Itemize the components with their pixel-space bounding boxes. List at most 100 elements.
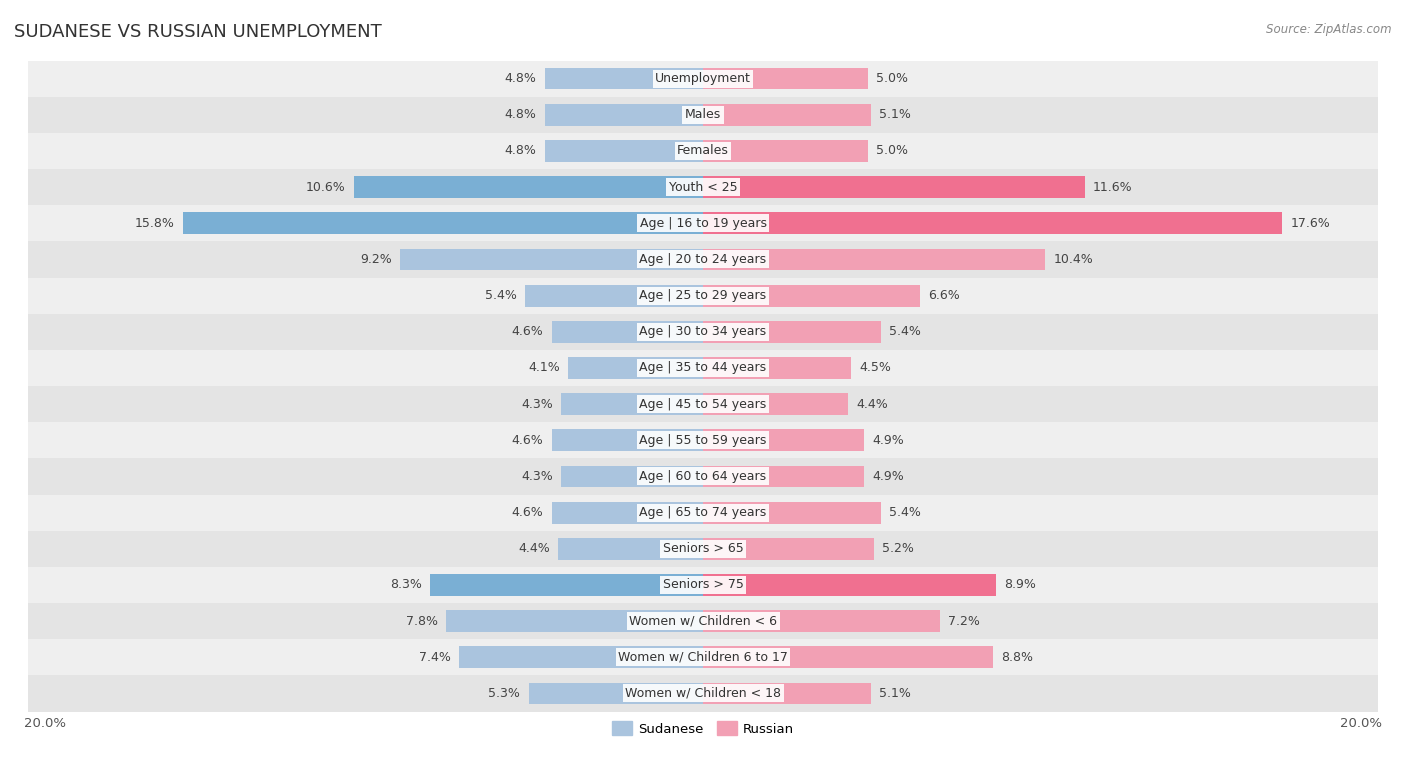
- Bar: [430, 574, 703, 596]
- Bar: [28, 386, 1378, 422]
- Bar: [183, 213, 703, 234]
- Bar: [529, 683, 703, 704]
- Bar: [546, 104, 703, 126]
- Text: Age | 25 to 29 years: Age | 25 to 29 years: [640, 289, 766, 302]
- Text: Source: ZipAtlas.com: Source: ZipAtlas.com: [1267, 23, 1392, 36]
- Text: 5.4%: 5.4%: [485, 289, 517, 302]
- Bar: [703, 466, 865, 488]
- Text: 11.6%: 11.6%: [1092, 181, 1133, 194]
- Bar: [703, 394, 848, 415]
- Bar: [546, 140, 703, 162]
- Bar: [703, 683, 870, 704]
- Text: 4.8%: 4.8%: [505, 72, 537, 85]
- Text: 8.3%: 8.3%: [389, 578, 422, 591]
- Text: 6.6%: 6.6%: [928, 289, 960, 302]
- Bar: [703, 429, 865, 451]
- Bar: [28, 531, 1378, 567]
- Text: Women w/ Children < 18: Women w/ Children < 18: [626, 687, 780, 700]
- Bar: [703, 502, 880, 524]
- Bar: [28, 97, 1378, 133]
- Bar: [28, 459, 1378, 494]
- Text: 4.4%: 4.4%: [856, 397, 887, 410]
- Text: 9.2%: 9.2%: [360, 253, 392, 266]
- Bar: [703, 176, 1085, 198]
- Text: 4.4%: 4.4%: [519, 542, 550, 556]
- Bar: [28, 61, 1378, 97]
- Text: 5.4%: 5.4%: [889, 506, 921, 519]
- Text: Males: Males: [685, 108, 721, 121]
- Text: Age | 55 to 59 years: Age | 55 to 59 years: [640, 434, 766, 447]
- Text: Seniors > 75: Seniors > 75: [662, 578, 744, 591]
- Text: 17.6%: 17.6%: [1291, 217, 1330, 230]
- Bar: [561, 394, 703, 415]
- Bar: [354, 176, 703, 198]
- Bar: [703, 140, 868, 162]
- Text: 7.8%: 7.8%: [406, 615, 439, 628]
- Bar: [703, 574, 995, 596]
- Text: 4.8%: 4.8%: [505, 145, 537, 157]
- Text: Unemployment: Unemployment: [655, 72, 751, 85]
- Text: 5.1%: 5.1%: [879, 687, 911, 700]
- Bar: [551, 321, 703, 343]
- Bar: [460, 646, 703, 668]
- Bar: [28, 675, 1378, 712]
- Text: 4.6%: 4.6%: [512, 506, 543, 519]
- Text: 4.6%: 4.6%: [512, 326, 543, 338]
- Legend: Sudanese, Russian: Sudanese, Russian: [606, 716, 800, 741]
- Text: Age | 16 to 19 years: Age | 16 to 19 years: [640, 217, 766, 230]
- Bar: [703, 357, 851, 378]
- Text: 4.9%: 4.9%: [873, 434, 904, 447]
- Text: 4.9%: 4.9%: [873, 470, 904, 483]
- Bar: [561, 466, 703, 488]
- Bar: [28, 313, 1378, 350]
- Bar: [703, 538, 875, 559]
- Text: 15.8%: 15.8%: [135, 217, 174, 230]
- Bar: [703, 248, 1046, 270]
- Text: 5.0%: 5.0%: [876, 145, 908, 157]
- Text: Age | 20 to 24 years: Age | 20 to 24 years: [640, 253, 766, 266]
- Bar: [28, 278, 1378, 313]
- Text: 4.1%: 4.1%: [529, 362, 560, 375]
- Text: 4.3%: 4.3%: [522, 470, 553, 483]
- Text: 7.4%: 7.4%: [419, 651, 451, 664]
- Text: Youth < 25: Youth < 25: [669, 181, 737, 194]
- Bar: [28, 422, 1378, 459]
- Text: 10.4%: 10.4%: [1053, 253, 1094, 266]
- Bar: [703, 104, 870, 126]
- Text: Age | 65 to 74 years: Age | 65 to 74 years: [640, 506, 766, 519]
- Bar: [703, 285, 921, 307]
- Text: Women w/ Children 6 to 17: Women w/ Children 6 to 17: [619, 651, 787, 664]
- Text: 5.1%: 5.1%: [879, 108, 911, 121]
- Text: Women w/ Children < 6: Women w/ Children < 6: [628, 615, 778, 628]
- Text: Age | 30 to 34 years: Age | 30 to 34 years: [640, 326, 766, 338]
- Bar: [28, 169, 1378, 205]
- Bar: [28, 350, 1378, 386]
- Text: 4.8%: 4.8%: [505, 108, 537, 121]
- Bar: [703, 213, 1282, 234]
- Bar: [28, 133, 1378, 169]
- Text: 7.2%: 7.2%: [948, 615, 980, 628]
- Text: Seniors > 65: Seniors > 65: [662, 542, 744, 556]
- Bar: [558, 538, 703, 559]
- Text: 4.3%: 4.3%: [522, 397, 553, 410]
- Bar: [28, 603, 1378, 639]
- Bar: [28, 205, 1378, 241]
- Bar: [703, 646, 993, 668]
- Bar: [546, 68, 703, 89]
- Text: 5.0%: 5.0%: [876, 72, 908, 85]
- Bar: [551, 502, 703, 524]
- Text: 5.2%: 5.2%: [883, 542, 914, 556]
- Text: 4.6%: 4.6%: [512, 434, 543, 447]
- Text: 8.9%: 8.9%: [1004, 578, 1036, 591]
- Text: Age | 45 to 54 years: Age | 45 to 54 years: [640, 397, 766, 410]
- Text: Females: Females: [678, 145, 728, 157]
- Text: Age | 35 to 44 years: Age | 35 to 44 years: [640, 362, 766, 375]
- Text: 5.4%: 5.4%: [889, 326, 921, 338]
- Text: 4.5%: 4.5%: [859, 362, 891, 375]
- Text: 10.6%: 10.6%: [307, 181, 346, 194]
- Bar: [401, 248, 703, 270]
- Bar: [703, 610, 941, 632]
- Bar: [446, 610, 703, 632]
- Bar: [568, 357, 703, 378]
- Text: 5.3%: 5.3%: [488, 687, 520, 700]
